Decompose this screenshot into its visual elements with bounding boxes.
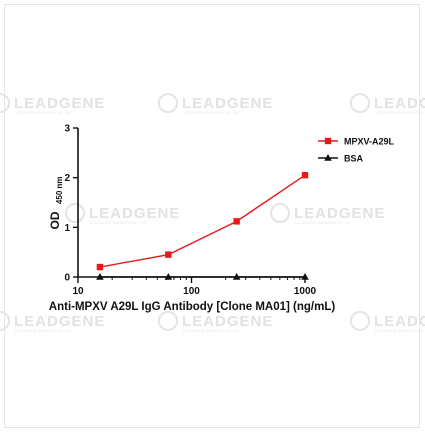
watermark-subtext: LEADGENE BIOMEDICAL, INC. (375, 110, 425, 115)
y-axis-label-group: OD 450 nm (46, 176, 64, 229)
watermark-leaf-icon (0, 93, 10, 113)
x-tick-label: 100 (183, 286, 200, 297)
y-tick-label: 0 (64, 273, 70, 284)
data-point (232, 273, 241, 280)
chart-frame (4, 4, 420, 428)
legend-marker (324, 154, 332, 161)
series-bsa (96, 273, 309, 280)
watermark-text: LEADGENE (14, 313, 105, 330)
x-tick-label: 1000 (294, 286, 317, 297)
x-axis-label: Anti-MPXV A29L IgG Antibody [Clone MA01]… (49, 301, 336, 313)
watermark-subtext: LEADGENE BIOMEDICAL, INC. (295, 220, 353, 225)
data-point (96, 263, 104, 271)
data-point (96, 273, 104, 280)
axes (77, 128, 305, 278)
watermark-text: LEADGENE (14, 95, 105, 112)
series-mpxv-a29l (96, 171, 309, 271)
data-point (233, 218, 240, 225)
watermark-leaf-icon (350, 311, 370, 331)
watermark-text: LEADGENE (182, 95, 273, 112)
y-axis-label-main: OD (48, 211, 62, 229)
series-layer (96, 171, 309, 280)
legend-entry: MPXV-A29L (318, 137, 395, 147)
data-point (164, 273, 173, 280)
watermark-subtext: LEADGENE BIOMEDICAL, INC. (15, 328, 73, 333)
data-point (165, 251, 172, 258)
legend: MPXV-A29L BSA (318, 137, 395, 164)
watermark-leaf-icon (0, 311, 10, 331)
y-tick-label: 1 (64, 223, 70, 234)
watermark-leaf-icon (65, 203, 85, 223)
y-axis-label-unit: 450 nm (55, 176, 64, 204)
legend-entry: BSA (318, 154, 364, 164)
watermark-leaf-icon (270, 203, 290, 223)
watermark-leaf-icon (350, 93, 370, 113)
watermark-text: LEADGENE (374, 313, 425, 330)
watermark-leaf-icon (158, 311, 178, 331)
watermark-text: LEADGENE (374, 95, 425, 112)
y-ticks: 0 1 2 3 (64, 124, 78, 284)
watermark-leaf-icon (158, 93, 178, 113)
watermark-text: LEADGENE (89, 205, 180, 222)
legend-label: MPXV-A29L (344, 137, 395, 147)
watermark-subtext: LEADGENE BIOMEDICAL, INC. (183, 110, 241, 115)
watermark-subtext: LEADGENE BIOMEDICAL, INC. (90, 220, 148, 225)
y-tick-label: 3 (64, 124, 70, 135)
x-ticks: 10 100 1000 (72, 277, 317, 297)
watermark-text: LEADGENE (182, 313, 273, 330)
watermark-subtext: LEADGENE BIOMEDICAL, INC. (183, 328, 241, 333)
x-tick-label: 10 (72, 286, 84, 297)
legend-label: BSA (344, 154, 364, 164)
y-axis-label: OD 450 nm (46, 176, 64, 229)
y-tick-label: 2 (64, 173, 70, 184)
series-line (99, 174, 306, 268)
data-point (301, 171, 309, 179)
data-point (301, 273, 309, 280)
watermark-subtext: LEADGENE BIOMEDICAL, INC. (15, 110, 73, 115)
watermark-text: LEADGENE (294, 205, 385, 222)
watermark-subtext: LEADGENE BIOMEDICAL, INC. (375, 328, 425, 333)
legend-marker (324, 137, 332, 145)
